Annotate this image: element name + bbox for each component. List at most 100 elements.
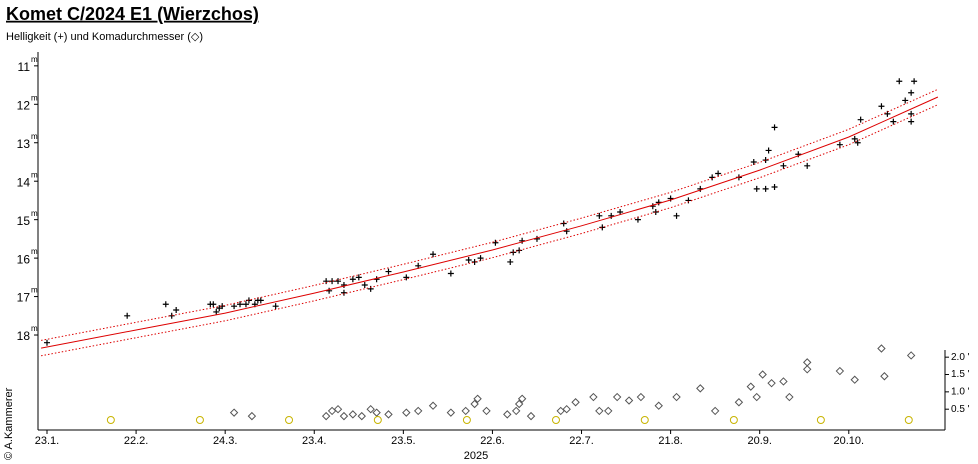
coma-point bbox=[470, 399, 479, 409]
magnitude-point bbox=[340, 289, 347, 296]
magnitude-point bbox=[323, 278, 330, 285]
magnitude-point bbox=[715, 170, 722, 177]
magnitude-point bbox=[403, 274, 410, 281]
magnitude-point bbox=[765, 147, 772, 154]
magnitude-point bbox=[908, 118, 915, 125]
y-tick-label: 11 bbox=[18, 60, 31, 74]
magnitude-point bbox=[257, 297, 264, 304]
magnitude-point bbox=[890, 118, 897, 125]
magnitude-point bbox=[162, 301, 169, 308]
coma-point bbox=[636, 392, 646, 402]
coma-point bbox=[835, 366, 845, 376]
coma-point bbox=[372, 408, 381, 417]
coma-point bbox=[624, 396, 634, 405]
magnitude-point bbox=[326, 287, 333, 294]
coma-point bbox=[229, 408, 239, 417]
magnitude-point bbox=[608, 212, 615, 219]
magnitude-point bbox=[213, 308, 220, 315]
magnitude-point bbox=[210, 301, 217, 308]
magnitude-point bbox=[516, 247, 523, 254]
moon-marker bbox=[373, 416, 382, 424]
coma-point bbox=[850, 375, 859, 384]
coma-point bbox=[446, 408, 456, 417]
coma-point bbox=[654, 401, 663, 410]
coma-point bbox=[752, 392, 761, 402]
magnitude-point bbox=[596, 212, 603, 219]
fit-band bbox=[41, 88, 939, 341]
coma-point bbox=[413, 406, 423, 416]
coma-point bbox=[461, 406, 470, 416]
magnitude-point bbox=[851, 135, 858, 142]
coma-point bbox=[779, 377, 788, 386]
y-unit: m bbox=[31, 324, 38, 333]
magnitude-point bbox=[237, 301, 244, 308]
coma-point bbox=[880, 372, 889, 381]
moon-marker bbox=[106, 416, 115, 424]
coma-point bbox=[517, 394, 527, 403]
coma-point bbox=[595, 406, 604, 416]
magnitude-point bbox=[465, 257, 472, 264]
y-tick-label: 14 bbox=[17, 175, 31, 189]
magnitude-point bbox=[245, 297, 252, 304]
coma-point bbox=[696, 384, 705, 393]
coma-point bbox=[333, 404, 343, 414]
chart-subtitle: Helligkeit (+) und Komadurchmesser (◇) bbox=[6, 31, 203, 43]
magnitude-point bbox=[563, 228, 570, 235]
coma-point bbox=[710, 406, 720, 416]
moon-marker bbox=[462, 416, 471, 424]
y-unit: m bbox=[31, 170, 38, 179]
magnitude-point bbox=[617, 208, 624, 215]
x-tick-label: 23.5. bbox=[391, 435, 415, 447]
y-tick-label: 15 bbox=[17, 214, 31, 228]
magnitude-point bbox=[430, 251, 437, 258]
magnitude-point bbox=[652, 208, 659, 215]
y-tick-label: 12 bbox=[17, 98, 31, 112]
magnitude-point bbox=[355, 274, 362, 281]
magnitude-point bbox=[878, 103, 885, 110]
coma-point bbox=[758, 370, 767, 379]
y-unit: m bbox=[31, 209, 38, 218]
y2-tick-label: 1.0 ' bbox=[951, 386, 970, 397]
moon-marker bbox=[285, 416, 294, 424]
x-tick-label: 23.1. bbox=[35, 435, 59, 447]
magnitude-point bbox=[173, 307, 180, 314]
magnitude-point bbox=[367, 285, 374, 292]
coma-point bbox=[511, 406, 521, 416]
magnitude-point bbox=[477, 255, 484, 262]
magnitude-point bbox=[804, 162, 811, 169]
magnitude-point bbox=[750, 158, 757, 165]
coma-point bbox=[348, 410, 358, 419]
coma-point bbox=[803, 365, 812, 374]
magnitude-point bbox=[124, 312, 131, 319]
coma-point bbox=[767, 378, 776, 388]
coma-point bbox=[612, 392, 622, 402]
magnitude-point bbox=[43, 339, 50, 346]
magnitude-point bbox=[911, 78, 918, 85]
y-unit: m bbox=[31, 93, 38, 102]
coma-point bbox=[571, 398, 580, 407]
magnitude-point bbox=[447, 270, 454, 277]
magnitude-point bbox=[560, 220, 567, 227]
magnitude-point bbox=[857, 116, 864, 123]
magnitude-point bbox=[762, 157, 769, 164]
coma-point bbox=[906, 351, 916, 360]
moon-marker bbox=[551, 416, 560, 424]
fit-band bbox=[41, 104, 939, 357]
coma-point bbox=[384, 410, 393, 419]
coma-point bbox=[877, 344, 886, 353]
y-tick-label: 16 bbox=[17, 252, 31, 266]
coma-point bbox=[366, 404, 375, 414]
coma-point bbox=[321, 411, 331, 421]
x-tick-label: 22.2. bbox=[124, 435, 148, 447]
coma-point bbox=[562, 404, 571, 414]
coma-point bbox=[357, 411, 366, 421]
coma-point bbox=[428, 401, 438, 410]
y-unit: m bbox=[31, 286, 38, 295]
x-tick-label: 24.3. bbox=[213, 435, 237, 447]
magnitude-point bbox=[673, 212, 680, 219]
y-unit: m bbox=[31, 55, 38, 64]
coma-point bbox=[803, 358, 812, 367]
x-tick-label: 22.7. bbox=[569, 435, 593, 447]
magnitude-point bbox=[753, 185, 760, 192]
magnitude-point bbox=[349, 276, 356, 283]
